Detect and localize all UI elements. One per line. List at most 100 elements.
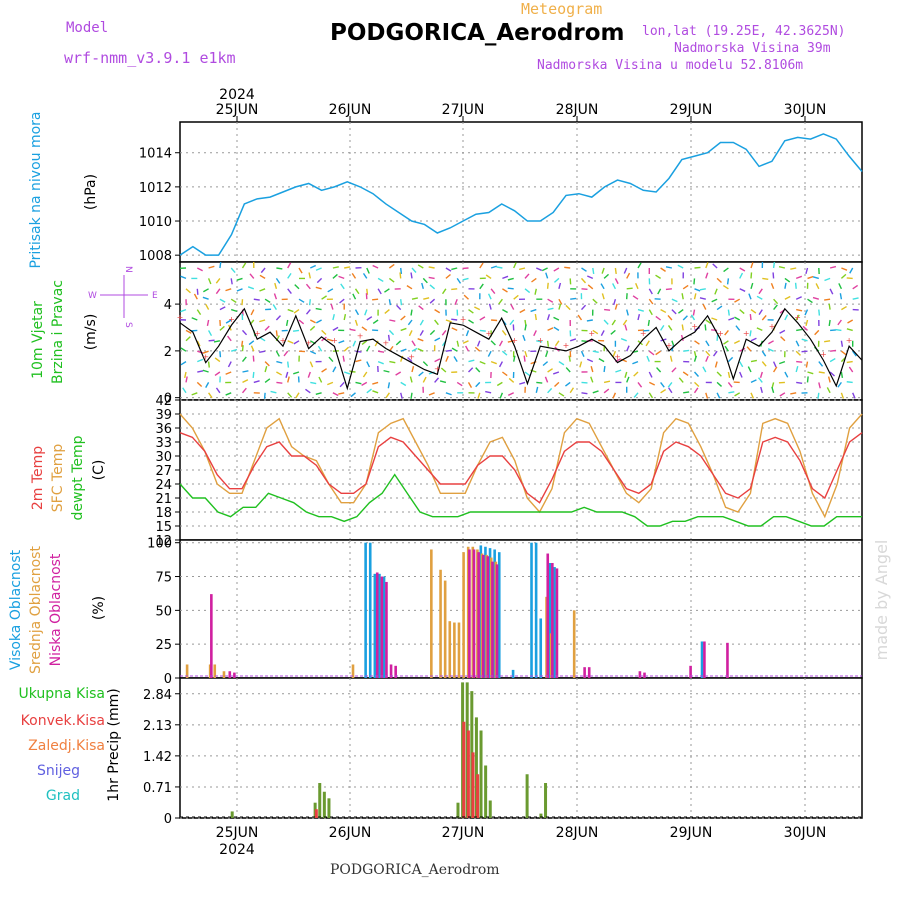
wind-barb <box>366 361 371 368</box>
wind-barb <box>196 340 201 347</box>
wind-barb <box>547 307 554 311</box>
wind-axis-label-2: Brzina i Pravac <box>50 280 66 384</box>
wind-barb <box>762 277 769 281</box>
wind-barb <box>445 355 449 362</box>
wind-barb <box>388 299 392 306</box>
wind-barb <box>702 366 707 373</box>
wind-barb <box>739 309 745 315</box>
wind-barb <box>758 309 763 316</box>
wind-barb <box>456 340 460 347</box>
wind-barb <box>829 371 836 377</box>
wind-barb <box>846 360 853 364</box>
wind-barb <box>185 288 191 294</box>
wind-barb <box>827 376 831 383</box>
wind-gust-mark: + <box>588 329 595 338</box>
wind-barb <box>534 288 537 295</box>
wind-barb <box>338 392 345 395</box>
wind-barb <box>309 325 316 331</box>
wind-barb <box>219 261 222 269</box>
wind-barb <box>728 391 735 394</box>
wind-barb <box>739 267 746 272</box>
cloud-bar <box>551 563 554 678</box>
wind-barb <box>541 267 548 272</box>
wind-barb <box>611 319 616 326</box>
wind-barb <box>207 278 212 285</box>
wind-barb <box>388 329 395 336</box>
wind-barb <box>784 371 789 378</box>
wind-barb <box>387 382 391 389</box>
wind-barb <box>248 340 255 346</box>
wind-barb <box>750 282 754 289</box>
wind-barb <box>750 309 757 314</box>
wind-barb <box>468 367 474 373</box>
cloud-bar <box>385 581 388 678</box>
cloud-bar <box>351 664 355 678</box>
wind-barb <box>840 350 847 356</box>
wind-barb <box>750 262 754 269</box>
wind-barb <box>513 294 519 300</box>
wind-barb <box>202 296 209 300</box>
wind-barb <box>214 371 221 377</box>
wind-barb <box>624 324 628 331</box>
wind-barb <box>366 288 369 295</box>
wind-barb <box>374 340 379 347</box>
wind-barb <box>445 392 452 396</box>
wind-barb <box>553 326 560 331</box>
wind-barb <box>309 361 314 368</box>
wind-barb <box>569 338 577 342</box>
wind-barb <box>485 390 492 394</box>
wind-barb <box>507 287 514 290</box>
precip-bar <box>322 791 326 818</box>
precip-bar <box>488 800 492 818</box>
wind-barb <box>603 273 610 279</box>
precip-ytick-label: 0.71 <box>143 781 172 796</box>
wind-barb <box>202 369 209 373</box>
wind-barb <box>796 308 803 312</box>
wind-barb <box>558 303 562 310</box>
wind-barb <box>441 329 447 336</box>
wind-gust-mark: + <box>846 336 853 345</box>
wind-barb <box>310 350 317 355</box>
wind-barb <box>614 278 619 285</box>
wind-barb <box>332 366 337 373</box>
wind-barb <box>241 340 244 347</box>
wind-gust-mark: + <box>820 350 827 359</box>
watermark: made by Angel <box>872 540 891 661</box>
wind-barb <box>682 315 688 321</box>
wind-barb <box>275 278 281 284</box>
wind-gust-mark: + <box>563 341 570 350</box>
wind-barb <box>349 370 356 373</box>
wind-barb <box>400 327 407 332</box>
wind-barb <box>645 340 650 347</box>
bottom-date-label: 28JUN <box>556 825 599 841</box>
wind-barb <box>635 282 639 290</box>
wind-barb <box>733 340 741 345</box>
wind-barb <box>343 313 347 321</box>
wind-barb <box>411 340 416 347</box>
low-cloud-axis-label: Niska Oblacnost <box>48 553 64 666</box>
wind-barb <box>648 298 654 305</box>
wind-barb <box>227 335 232 342</box>
wind-barb <box>468 309 474 314</box>
wind-barb <box>185 376 188 383</box>
wind-barb <box>790 267 797 270</box>
wind-barb <box>400 267 403 275</box>
cloud-bar <box>389 664 393 678</box>
cloud-bar <box>472 549 476 678</box>
wind-barb <box>315 392 322 396</box>
wind-gust-mark: + <box>743 329 750 338</box>
wind-barb <box>434 337 441 342</box>
pressure-unit-label: (hPa) <box>83 174 99 210</box>
wind-gust-mark: + <box>691 322 698 331</box>
top-date-label: 28JUN <box>556 102 599 118</box>
precip-legend-item: Konvek.Kisa <box>21 713 105 729</box>
precip-bar <box>525 774 529 818</box>
wind-barb <box>749 330 752 337</box>
wind-barb <box>276 371 282 376</box>
wind-barb <box>321 295 327 300</box>
wind-barb <box>321 368 327 373</box>
wind-barb <box>236 277 243 281</box>
cloud-bar <box>572 610 576 678</box>
wind-barb <box>479 360 486 365</box>
